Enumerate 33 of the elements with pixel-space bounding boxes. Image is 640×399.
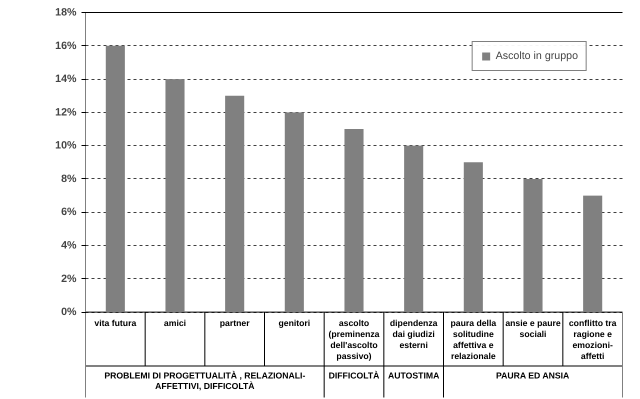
legend-label: Ascolto in gruppo <box>496 50 578 62</box>
text: PROBLEMI DI PROGETTUALITÀ , RELAZIONALI-AFFETTIVI, DIFFICOLTÀ <box>104 370 306 392</box>
y-tick-label: 12% <box>55 106 78 118</box>
x-tick-label: paura della solitudine affettiva e relazionale <box>450 318 496 362</box>
y-tick-label: 4% <box>61 240 78 252</box>
x-tick-label: partner <box>220 318 250 328</box>
x-tick-label: vita futura <box>94 318 136 328</box>
x-tick-label: conflitto tra ragione e emozioni-affetti <box>568 318 617 362</box>
bar <box>165 79 185 312</box>
bar <box>464 162 483 312</box>
text: DIFFICOLTÀ <box>328 370 380 381</box>
y-tick-label: 8% <box>61 172 78 185</box>
x-tick-label: amici <box>164 318 186 328</box>
y-tick-label: 18% <box>55 6 78 18</box>
bar <box>225 96 244 312</box>
text: PAURA ED ANSIA <box>496 370 570 381</box>
y-tick-label: 16% <box>55 40 78 52</box>
bar <box>106 46 125 312</box>
y-tick-label: 0% <box>61 306 78 318</box>
bar <box>583 196 602 312</box>
bar <box>523 178 543 312</box>
x-tick-label: ascolto (preminenza dell'ascolto passivo) <box>328 318 380 362</box>
y-tick-label: 6% <box>61 206 78 218</box>
y-tick-label: 14% <box>55 73 78 86</box>
x-tick-label: ansie e paure sociali <box>505 318 561 340</box>
bar <box>284 112 304 312</box>
text: AUTOSTIMA <box>388 370 440 381</box>
bar <box>404 146 424 312</box>
bar <box>344 129 364 312</box>
y-tick-label: 2% <box>61 272 78 285</box>
y-tick-label: 10% <box>55 140 78 152</box>
x-tick-label: dipendenza dai giudizi esterni <box>390 318 438 350</box>
x-tick-label: genitori <box>278 318 310 328</box>
